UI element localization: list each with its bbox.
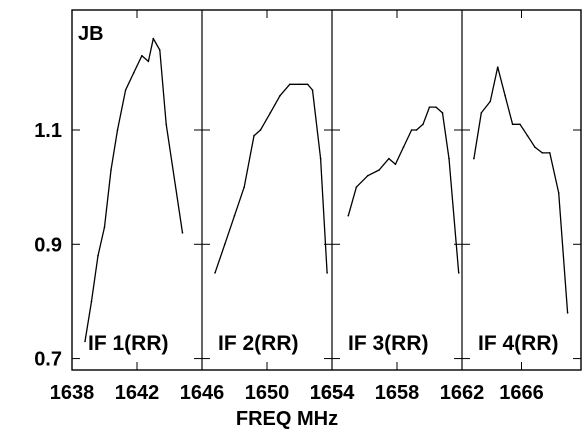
data-point <box>366 174 369 177</box>
data-point <box>347 214 350 217</box>
data-point <box>90 300 93 303</box>
panel-label: IF 1(RR) <box>88 332 169 355</box>
data-point <box>110 169 112 171</box>
y-tick-label: 0.7 <box>34 349 62 371</box>
data-point <box>326 272 328 274</box>
data-point <box>504 94 506 97</box>
data-point <box>410 129 413 131</box>
data-point <box>214 272 216 274</box>
plot-layer: 0.7 0.9 1.1 1638 1642 1646 IF 1(RR) 1650 1654 IF … <box>34 9 582 404</box>
x-tick-label: 1642 <box>115 382 160 404</box>
data-point <box>311 89 314 91</box>
data-point <box>534 146 536 148</box>
plot-frame <box>71 9 582 371</box>
data-point <box>388 157 390 160</box>
data-point <box>415 129 418 131</box>
data-point <box>103 226 106 228</box>
data-point <box>355 186 358 188</box>
data-point <box>548 152 551 154</box>
x-axis-label: FREQ MHz <box>236 408 338 430</box>
panel-label: IF 3(RR) <box>348 332 429 355</box>
x-tick-label: 1658 <box>375 382 420 404</box>
data-point <box>269 112 272 114</box>
data-point <box>428 106 431 108</box>
data-point <box>519 123 521 126</box>
y-tick-label: 1.1 <box>34 120 62 142</box>
data-point <box>448 157 450 160</box>
data-point <box>496 66 499 68</box>
data-point <box>259 129 262 131</box>
data-point <box>181 232 184 234</box>
x-tick-label: 1650 <box>245 382 290 404</box>
data-point <box>243 186 246 188</box>
data-point <box>253 134 255 137</box>
data-point <box>158 49 161 51</box>
data-point <box>306 83 309 86</box>
data-point <box>165 123 168 126</box>
y-tick-label: 0.9 <box>34 234 62 256</box>
data-point <box>526 134 529 137</box>
data-point <box>97 254 99 257</box>
data-point <box>141 54 143 57</box>
data-point <box>473 157 475 160</box>
data-point <box>422 123 424 126</box>
x-tick-label: 1646 <box>180 382 225 404</box>
data-point <box>435 106 437 108</box>
chart-title: JB <box>78 23 104 45</box>
data-point <box>566 312 569 314</box>
data-point <box>223 243 226 246</box>
data-point <box>279 94 281 97</box>
x-tick-label: 1638 <box>50 382 95 404</box>
x-tick-label: 1666 <box>499 382 544 404</box>
data-point <box>84 340 86 343</box>
data-point <box>147 60 150 63</box>
data-point <box>541 152 544 154</box>
panel-label: IF 4(RR) <box>478 332 559 355</box>
data-point <box>402 146 405 148</box>
data-point <box>124 89 127 91</box>
series-line <box>473 66 569 313</box>
data-point <box>489 100 492 103</box>
data-point <box>394 163 397 166</box>
series-line <box>84 37 184 342</box>
data-point <box>557 192 560 194</box>
x-tick-label: 1654 <box>310 382 355 404</box>
data-point <box>511 123 514 126</box>
data-point <box>480 112 483 114</box>
series-line <box>214 83 328 274</box>
panel-label: IF 2(RR) <box>218 332 299 355</box>
data-point <box>116 129 119 131</box>
x-tick-label: 1662 <box>440 382 485 404</box>
data-point <box>288 83 291 86</box>
data-point <box>132 72 135 74</box>
data-point <box>319 157 322 160</box>
data-point <box>457 272 460 274</box>
data-point <box>441 112 444 114</box>
x-tick-label: 1654 <box>310 382 355 404</box>
data-point <box>378 169 380 171</box>
series-line <box>347 106 460 273</box>
data-point <box>298 83 301 86</box>
data-point <box>152 37 155 40</box>
data-point <box>233 214 236 217</box>
